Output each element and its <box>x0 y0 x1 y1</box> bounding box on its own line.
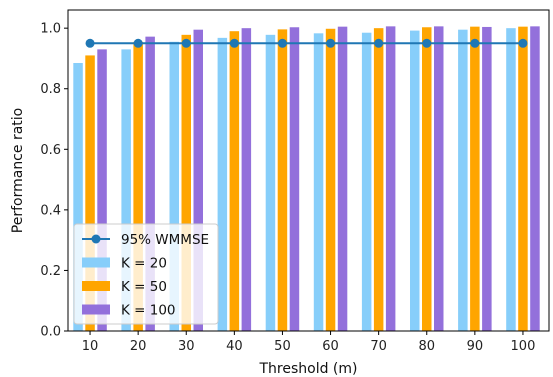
x-axis: 10 20 30 40 50 60 70 80 90 100 <box>82 331 536 354</box>
bar-k-50-60 <box>325 28 336 331</box>
bar-k-50-80 <box>422 27 432 331</box>
bar-k-100-60 <box>337 26 348 331</box>
y-axis-label: Performance ratio <box>10 108 26 233</box>
y-tick-label: 1.0 <box>40 22 61 37</box>
bar-k-20-100 <box>506 28 516 332</box>
legend-swatch-marker <box>91 234 101 244</box>
bar-k-50-30 <box>181 34 191 331</box>
x-axis-label: Threshold (m) <box>258 361 357 377</box>
line-point-10 <box>85 38 95 48</box>
bar-k-100-90 <box>482 26 492 331</box>
legend-label-k-20: K = 20 <box>121 256 167 272</box>
legend-swatch-k-100 <box>82 304 110 315</box>
bar-k-20-80 <box>410 30 420 331</box>
line-point-100 <box>518 38 528 48</box>
x-tick-label: 40 <box>226 339 243 354</box>
legend: 95% WMMSE K = 20 K = 50 K = 100 <box>73 223 219 325</box>
legend-label-k-50: K = 50 <box>121 279 167 295</box>
bar-k-100-50 <box>289 27 300 331</box>
bar-k-100-80 <box>434 26 444 331</box>
line-point-40 <box>229 38 239 48</box>
line-layer <box>85 38 528 48</box>
bars-layer <box>73 26 540 332</box>
y-axis: 0.0 0.2 0.4 0.6 0.8 1.0 <box>40 22 68 340</box>
bar-k-50-20 <box>133 41 143 331</box>
bar-k-20-30 <box>169 41 179 331</box>
bar-k-100-100 <box>530 26 540 331</box>
x-tick-label: 100 <box>511 339 536 354</box>
x-tick-label: 10 <box>82 339 99 354</box>
line-point-70 <box>374 38 384 48</box>
x-tick-label: 60 <box>322 339 339 354</box>
line-point-90 <box>470 38 480 48</box>
legend-swatch-k-20 <box>82 257 110 268</box>
bar-k-100-30 <box>193 29 203 332</box>
line-point-30 <box>181 38 191 48</box>
bar-k-20-20 <box>121 49 131 332</box>
bar-k-20-50 <box>265 34 276 331</box>
y-tick-label: 0.0 <box>40 325 61 340</box>
line-point-50 <box>277 38 287 48</box>
bar-k-20-70 <box>361 32 372 331</box>
bar-k-50-10 <box>85 55 95 331</box>
legend-swatch-k-50 <box>82 281 110 291</box>
y-tick-label: 0.2 <box>40 264 61 279</box>
bar-k-100-10 <box>97 49 107 332</box>
x-tick-label: 50 <box>274 339 291 354</box>
legend-label-95-wmmse: 95% WMMSE <box>121 232 209 248</box>
bar-k-100-70 <box>385 26 396 331</box>
legend-label-k-100: K = 100 <box>121 303 176 319</box>
bar-k-20-40 <box>217 37 228 331</box>
y-tick-label: 0.4 <box>40 203 61 218</box>
bar-k-50-90 <box>470 26 480 331</box>
bar-k-50-100 <box>518 26 528 331</box>
y-tick-label: 0.8 <box>40 82 61 97</box>
line-point-60 <box>326 38 336 48</box>
x-tick-label: 70 <box>370 339 387 354</box>
bar-k-50-50 <box>277 29 288 331</box>
plot-frame <box>67 9 550 332</box>
bar-k-50-40 <box>229 31 240 331</box>
x-tick-label: 20 <box>130 339 147 354</box>
bar-k-100-40 <box>241 28 252 332</box>
line-point-20 <box>133 38 143 48</box>
legend-box <box>73 223 219 325</box>
x-tick-label: 90 <box>467 339 484 354</box>
bar-k-100-20 <box>145 36 155 332</box>
x-tick-label: 80 <box>418 339 435 354</box>
y-tick-label: 0.6 <box>40 143 61 158</box>
bar-k-20-90 <box>458 29 468 332</box>
bar-k-20-10 <box>73 62 83 332</box>
bar-k-20-60 <box>313 33 324 331</box>
bar-k-50-70 <box>373 28 384 332</box>
x-tick-label: 30 <box>178 339 195 354</box>
line-point-80 <box>422 38 432 48</box>
